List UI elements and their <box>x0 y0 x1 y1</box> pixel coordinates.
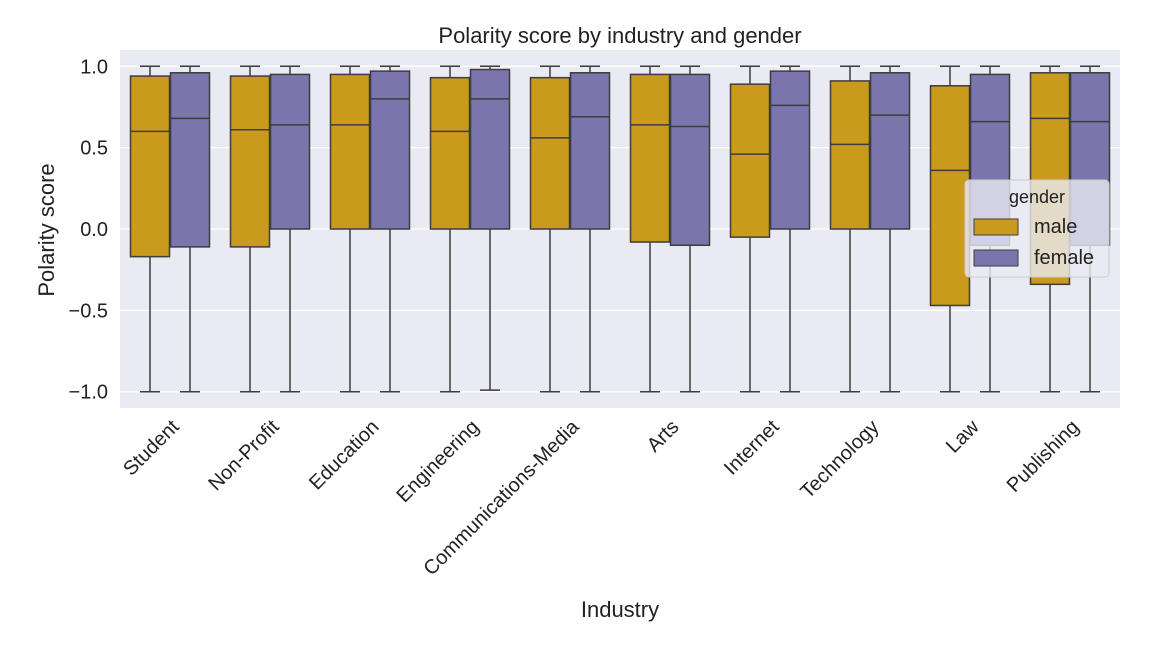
x-tick-label: Internet <box>720 416 784 480</box>
iqr-box <box>769 70 811 230</box>
box-male-Internet <box>729 65 771 393</box>
x-tick-label: Non-Profit <box>204 416 284 496</box>
iqr-box <box>569 72 611 230</box>
box-male-Communications-Media <box>529 65 571 393</box>
box-male-Student <box>129 65 171 393</box>
x-tick-label: Law <box>942 416 984 458</box>
box-female-Engineering <box>469 65 511 391</box>
x-tick-label: Publishing <box>1003 416 1084 497</box>
iqr-box <box>429 76 471 230</box>
legend-swatch-female <box>973 249 1019 267</box>
x-tick-label: Education <box>305 416 383 494</box>
x-axis-label: Industry <box>581 597 659 622</box>
iqr-box <box>369 70 411 230</box>
iqr-box <box>629 73 671 243</box>
box-female-Education <box>369 65 411 393</box>
iqr-box <box>129 75 171 258</box>
iqr-box <box>829 80 871 230</box>
chart-title: Polarity score by industry and gender <box>438 23 801 48</box>
y-tick-label: −0.5 <box>69 300 108 322</box>
box-female-Student <box>169 65 211 393</box>
y-tick-label: −1.0 <box>69 382 108 404</box>
iqr-box <box>729 83 771 238</box>
box-male-Education <box>329 65 371 393</box>
iqr-box <box>869 72 911 230</box>
legend-swatch-male <box>973 218 1019 236</box>
box-female-Non-Profit <box>269 65 311 393</box>
y-axis-label: Polarity score <box>34 163 59 296</box>
iqr-box <box>469 68 511 230</box>
box-male-Non-Profit <box>229 65 271 393</box>
legend: gender male female <box>964 179 1110 278</box>
iqr-box <box>529 76 571 230</box>
box-female-Communications-Media <box>569 65 611 393</box>
y-tick-label: 0.5 <box>80 138 108 160</box>
iqr-box <box>669 73 711 247</box>
iqr-box <box>269 73 311 230</box>
box-male-Technology <box>829 65 871 393</box>
x-axis-ticks: Student Non-Profit Education EngineeringCom… <box>119 415 1083 580</box>
box-plots <box>129 65 1111 393</box>
box-male-Arts <box>629 65 671 393</box>
iqr-box <box>929 85 971 307</box>
iqr-box <box>229 75 271 248</box>
y-tick-label: 0.0 <box>80 219 108 241</box>
x-tick-label: Arts <box>643 416 684 457</box>
box-female-Arts <box>669 65 711 393</box>
legend-label-female: female <box>1034 247 1094 269</box>
box-male-Engineering <box>429 65 471 393</box>
box-female-Internet <box>769 65 811 393</box>
iqr-box <box>169 72 211 248</box>
y-axis-ticks: −1.0 −0.5 0.0 0.5 1.0 <box>69 56 108 403</box>
legend-title: gender <box>1009 187 1065 207</box>
legend-label-male: male <box>1034 216 1077 238</box>
x-tick-label: Technology <box>796 416 883 503</box>
iqr-box <box>329 73 371 230</box>
box-female-Technology <box>869 65 911 393</box>
x-tick-label: Student <box>119 416 184 481</box>
x-tick-label: Engineering <box>392 416 483 507</box>
box-male-Law <box>929 65 971 393</box>
y-tick-label: 1.0 <box>80 56 108 78</box>
